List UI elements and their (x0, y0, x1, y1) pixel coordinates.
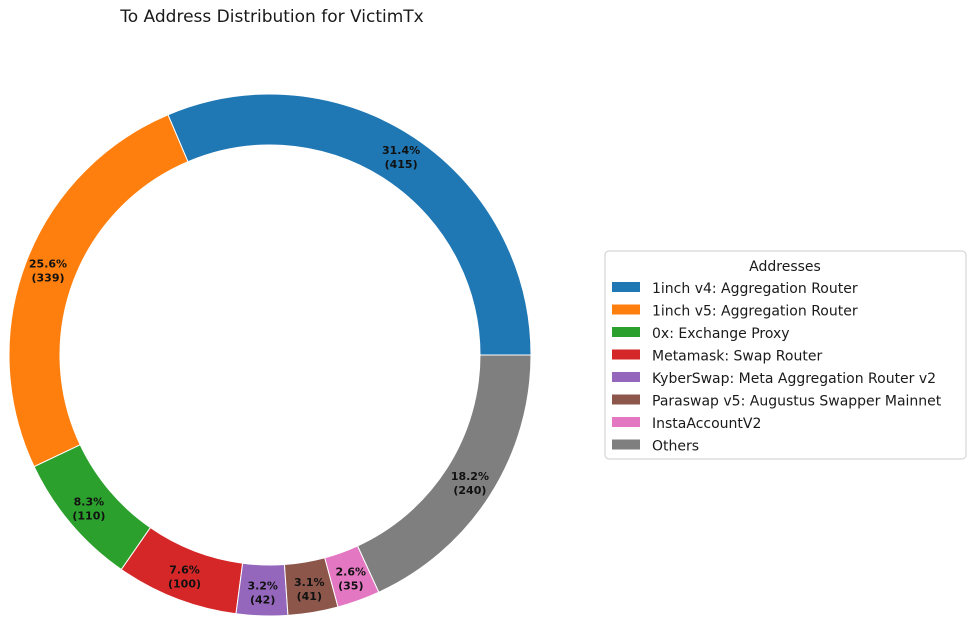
slice-pct-label-1: 25.6% (29, 258, 67, 271)
legend: Addresses 1inch v4: Aggregation Router1i… (604, 250, 967, 460)
legend-swatch-6 (612, 417, 640, 427)
legend-swatch-1 (612, 304, 640, 315)
slice-7 (356, 354, 532, 593)
legend-label-3: Metamask: Swap Router (652, 349, 822, 365)
slice-count-label-6: (35) (338, 579, 363, 592)
legend-label-4: KyberSwap: Meta Aggregation Router v2 (652, 371, 936, 387)
slice-pct-label-6: 2.6% (336, 565, 367, 578)
legend-swatch-2 (612, 327, 640, 337)
slice-pct-label-3: 7.6% (169, 564, 200, 577)
slice-0 (167, 93, 532, 356)
chart-title: To Address Distribution for VictimTx (119, 7, 424, 27)
slice-count-label-2: (110) (72, 510, 105, 523)
slice-count-label-5: (41) (297, 590, 322, 603)
legend-items: 1inch v4: Aggregation Router 1inch v5: Ag… (612, 281, 942, 455)
donut-slice-labels: 31.4%(415) 25.6%(339) 8.3%(110) 7.6%(100) 3.… (29, 144, 489, 607)
slice-count-label-4: (42) (250, 593, 275, 606)
legend-swatch-5 (612, 394, 640, 405)
legend-label-2: 0x: Exchange Proxy (652, 326, 790, 342)
legend-title: Addresses (749, 259, 821, 275)
slice-count-label-1: (339) (31, 272, 64, 285)
slice-count-label-0: (415) (385, 158, 418, 171)
slice-pct-label-0: 31.4% (382, 144, 420, 157)
slice-pct-label-7: 18.2% (451, 470, 489, 483)
donut-slices (8, 93, 532, 617)
legend-swatch-7 (612, 439, 640, 450)
legend-label-1: 1inch v5: Aggregation Router (652, 304, 858, 320)
legend-label-7: Others (652, 439, 699, 455)
legend-swatch-4 (612, 372, 640, 382)
legend-box (604, 250, 967, 460)
legend-label-6: InstaAccountV2 (652, 416, 761, 432)
legend-label-5: Paraswap v5: Augustus Swapper Mainnet (652, 394, 942, 410)
slice-1 (8, 114, 189, 468)
slice-pct-label-2: 8.3% (74, 496, 105, 509)
slice-pct-label-4: 3.2% (247, 579, 278, 592)
legend-swatch-3 (612, 349, 640, 360)
legend-label-0: 1inch v4: Aggregation Router (652, 281, 858, 297)
slice-pct-label-5: 3.1% (294, 576, 325, 589)
slice-count-label-7: (240) (453, 484, 486, 497)
legend-swatch-0 (612, 282, 640, 292)
slice-count-label-3: (100) (168, 578, 201, 591)
